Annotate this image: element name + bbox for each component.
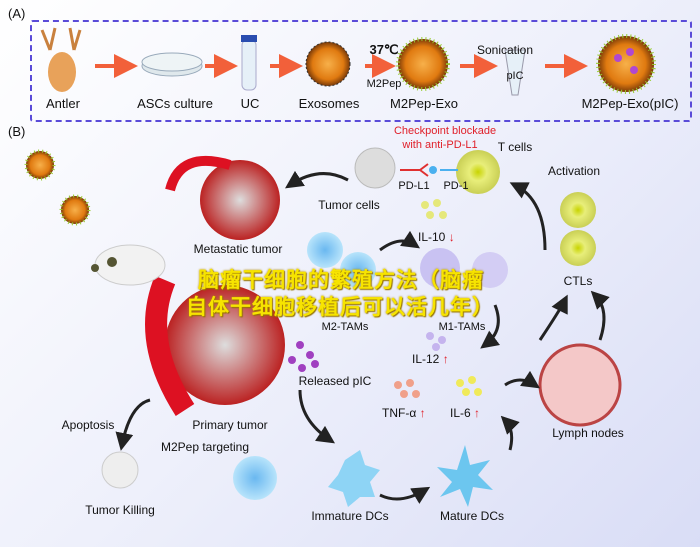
il10-dots [421,199,447,219]
tumor-killing-label: Tumor Killing [85,503,155,517]
sonication-label: Sonication [476,43,534,57]
exosome-icon [305,41,351,87]
il10-label: IL-10 ↓ [418,230,455,244]
panel-b-label: (B) [8,124,26,139]
ctl-icon [560,230,596,266]
temperature-label: 37℃ [369,42,399,57]
killed-tumor-icon [101,451,139,489]
activation-label: Activation [547,164,601,178]
il6-dots [456,376,482,396]
m2-tam-icon [340,252,376,288]
eppendorf-icon [504,49,526,96]
il12-dots [426,332,446,351]
m2-tam-icon [307,232,343,268]
deer-icon [40,27,82,92]
immature-dcs-label: Immature DCs [311,509,389,523]
mouse-graphic [94,244,166,286]
up-arrow-icon: ↑ [442,352,449,366]
apoptosis-label: Apoptosis [61,418,115,432]
m1-tams-label: M1-TAMs [438,321,486,333]
pd-1-label: PD-1 [443,180,469,192]
pic-label: pIC [506,70,524,82]
m2pep-label: M2Pep [366,78,402,90]
petri-dish-icon [141,52,203,77]
t-cell-icon [456,150,500,194]
exosome-icon [24,149,56,181]
m2-tams-label: M2-TAMs [321,321,369,333]
step-uc: UC [240,96,260,111]
tumor-cell-icon [354,147,396,189]
metastatic-tumor-label: Metastatic tumor [193,242,283,256]
t-cells-label: T cells [497,140,533,154]
lymph-nodes-label: Lymph nodes [552,426,624,440]
step-m2pep-exo-pic: M2Pep-Exo(pIC) [581,96,679,111]
step-antler: Antler [46,96,80,111]
tube-icon [241,35,257,91]
watermark-line-2: 自体干细胞移植后可以活几年） [186,296,494,319]
metastatic-tumor-graphic [200,160,280,240]
pd-l1-label: PD-L1 [398,180,430,192]
m2pep-exo-icon [396,37,450,91]
lymph-node-graphic [538,343,622,427]
panel-a-label: (A) [8,6,26,21]
tumor-cells-label: Tumor cells [318,198,380,212]
flow-arrows [115,170,610,504]
down-arrow-icon: ↓ [448,230,455,244]
mature-dcs-label: Mature DCs [439,509,505,523]
ctl-icon [560,192,596,228]
il6-label: IL-6 ↑ [450,406,481,420]
released-pic-label: Released pIC [298,374,372,388]
m1-tam-icon [420,248,460,288]
up-arrow-icon: ↑ [419,406,426,420]
step-m2pep-exo: M2Pep-Exo [390,96,458,111]
up-arrow-icon: ↑ [474,406,481,420]
mature-dc-icon [437,445,493,507]
panel-a-frame [30,20,692,122]
watermark-line-1: 脑瘤干细胞的繁殖方法（脑瘤 [198,269,484,292]
m2pep-exo-pic-icon [596,34,656,94]
step-exosomes: Exosomes [298,96,360,111]
exosome-icon [59,194,91,226]
immature-dc-icon [328,450,380,507]
primary-tumor-graphic [165,285,285,405]
pic-dots [288,341,319,372]
checkpoint-label-1: Checkpoint blockade [393,125,497,137]
checkpoint-label-2: with anti-PD-L1 [402,139,478,151]
m2pep-targeting-label: M2Pep targeting [160,440,250,454]
primary-tumor-label: Primary tumor [192,418,268,432]
step-ascs-culture: ASCs culture [137,96,213,111]
tnf-label: TNF-α ↑ [382,406,426,420]
il12-label: IL-12 ↑ [412,352,449,366]
macrophage-icon [233,456,277,500]
tnf-dots [394,379,420,398]
ctls-label: CTLs [563,274,593,288]
m1-tam-icon [472,252,508,288]
